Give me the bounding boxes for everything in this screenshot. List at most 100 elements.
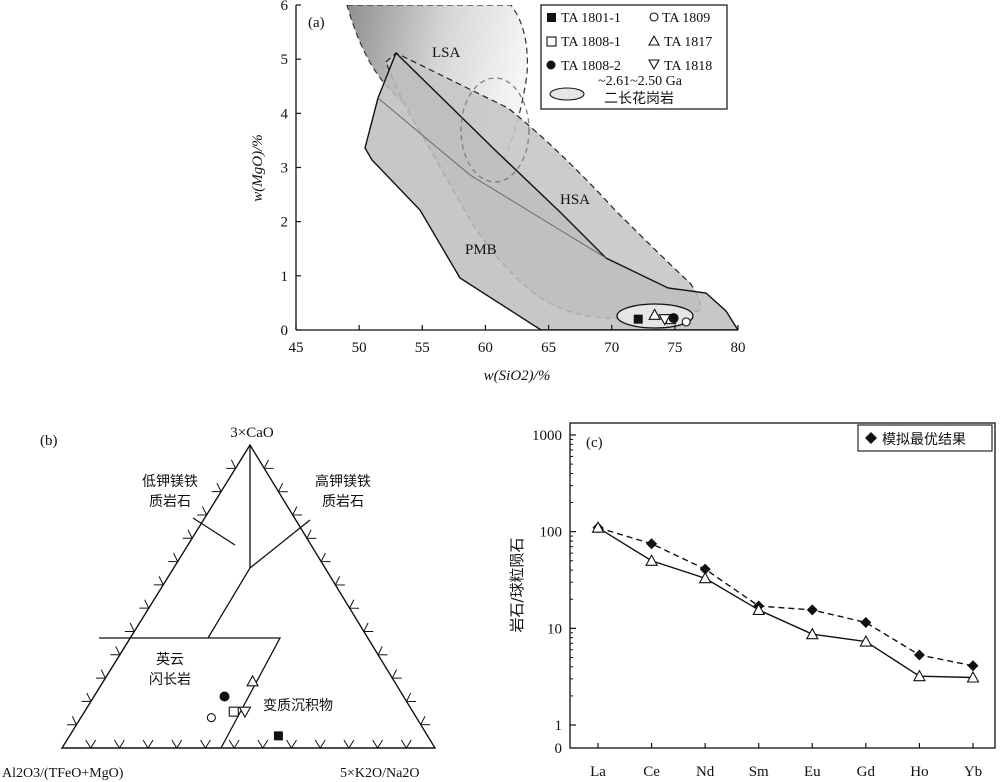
a-points	[633, 308, 691, 327]
legend-marker-open-circle	[649, 12, 659, 22]
a-xlabel: w(SiO2)/%	[484, 368, 551, 384]
a-y-tick-label: 2	[281, 215, 289, 231]
left-edge-tick	[67, 716, 78, 726]
c-y-tick-label: 1000	[532, 428, 562, 444]
bottom-edge-tick	[171, 739, 183, 749]
right-edge-tick	[391, 669, 402, 679]
ternary-triangle	[60, 443, 437, 749]
boundary-high-k	[249, 519, 311, 569]
field-high-k-1: 高钾镁铁	[315, 473, 371, 490]
c-point	[859, 634, 873, 647]
a-ylabel: w(MgO)/%	[250, 134, 266, 202]
bottom-edge-tick	[200, 739, 211, 749]
left-edge-tick	[226, 459, 237, 469]
legend-field-name: 二长花岗岩	[604, 91, 674, 107]
c-x-tick-label: Gd	[857, 764, 876, 780]
legend-marker-open-square	[546, 36, 557, 47]
boundary-low-k	[192, 517, 236, 546]
right-edge-tick	[320, 552, 331, 563]
right-edge-tick	[291, 506, 303, 516]
left-edge-tick	[182, 529, 193, 539]
a-point	[648, 308, 662, 320]
left-edge-tick	[211, 482, 222, 493]
left-edge-tick	[95, 669, 107, 679]
bottom-edge-tick	[257, 739, 269, 749]
legend-item-5: TA 1808-2	[561, 59, 621, 74]
apex-top-label: 3×CaO	[230, 425, 274, 441]
legend-marker-open-triangle-down	[648, 59, 660, 71]
b-point	[219, 691, 230, 702]
c-x-tick-label: Nd	[696, 764, 715, 780]
legend-marker-open-triangle	[648, 34, 660, 46]
right-edge-tick	[348, 599, 360, 609]
c-y-tick-label: 0	[555, 741, 563, 757]
bottom-edge-tick	[286, 739, 297, 749]
a-y-tick-label: 0	[281, 323, 289, 339]
pmb-label: PMB	[465, 242, 497, 258]
ternary-ticks	[67, 459, 431, 749]
c-point	[805, 627, 819, 640]
bottom-edge-tick	[113, 739, 125, 749]
left-edge-tick	[153, 576, 165, 586]
right-edge-tick	[405, 692, 416, 702]
dashed-ellipse	[460, 77, 530, 183]
left-edge-tick	[124, 622, 136, 632]
b-point	[206, 713, 216, 723]
c-x-tick-label: Sm	[749, 764, 769, 780]
field-tonalite-1: 英云	[156, 651, 184, 668]
c-series-line	[597, 526, 974, 667]
ternary-field-lines	[99, 445, 311, 749]
bottom-edge-tick	[85, 739, 97, 749]
c-point	[860, 616, 872, 628]
a-y-tick-label: 3	[281, 161, 289, 177]
c-y-tick-label: 100	[540, 525, 563, 541]
field-metased: 变质沉积物	[263, 698, 333, 714]
left-edge-tick	[168, 552, 179, 563]
a-x-tick-label: 50	[352, 340, 367, 356]
a-point	[681, 317, 691, 327]
a-y-tick-label: 5	[281, 52, 289, 68]
c-point	[966, 670, 980, 683]
legend-c-best: 模拟最优结果	[882, 432, 966, 448]
right-edge-tick	[363, 622, 374, 633]
a-point	[658, 314, 672, 326]
legend-c: 模拟最优结果	[857, 424, 993, 452]
right-edge-tick	[263, 459, 274, 469]
a-x-tick-label: 60	[478, 340, 493, 356]
field-low-k-1: 低钾镁铁	[142, 474, 198, 490]
c-point	[699, 563, 711, 575]
a-x-tick-label: 70	[604, 340, 619, 356]
right-edge-tick	[377, 646, 388, 656]
c-label: (c)	[586, 435, 603, 451]
a-x-tick-label: 65	[541, 340, 556, 356]
bottom-edge-tick	[400, 739, 412, 749]
right-edge-tick	[277, 482, 288, 493]
c-point	[645, 554, 659, 566]
bottom-edge-tick	[372, 739, 384, 749]
a-point	[633, 314, 643, 324]
legend-marker-ellipse	[549, 87, 585, 101]
c-point	[912, 669, 926, 682]
c-ylabel: 岩石/球粒陨石	[508, 537, 526, 632]
left-edge-tick	[81, 692, 92, 702]
b-point	[273, 731, 283, 741]
legend-item-1: TA 1801-1	[561, 11, 621, 26]
a-y-tick-label: 1	[281, 269, 289, 285]
a-label: (a)	[308, 15, 325, 31]
apex-right-label: 5×K2O/Na2O	[340, 766, 419, 781]
c-y-tick-label: 1	[555, 718, 563, 734]
b-point	[238, 706, 252, 719]
legend-a: TA 1801-1 TA 1809 TA 1808-1 TA 1817 TA 1…	[540, 4, 728, 110]
c-x-tick-label: Ho	[910, 764, 928, 780]
b-label: (b)	[40, 433, 58, 449]
field-tonalite-2: 闪长岩	[149, 672, 191, 688]
lsa-label: LSA	[432, 45, 461, 61]
apex-left-label: Al2O3/(TFeO+MgO)	[2, 766, 124, 781]
bottom-edge-tick	[343, 739, 355, 749]
panel-b: (b) 3×CaO Al2O3/(TFeO+MgO) 5×K2O/Na2O 低钾…	[2, 425, 437, 781]
c-x-tick-label: La	[590, 764, 606, 780]
c-x-tick-label: Yb	[964, 764, 982, 780]
bottom-edge-tick	[314, 739, 326, 749]
